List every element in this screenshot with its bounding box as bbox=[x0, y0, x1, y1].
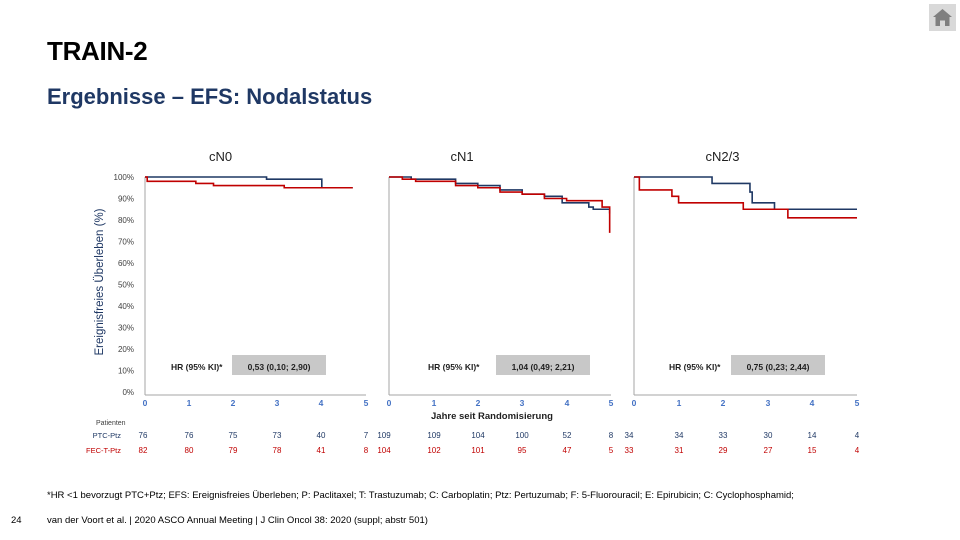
at-risk-value: 104 bbox=[377, 446, 391, 455]
at-risk-value: 34 bbox=[675, 431, 684, 440]
at-risk-value: 104 bbox=[471, 431, 485, 440]
x-tick-label: 3 bbox=[275, 398, 280, 408]
at-risk-value: 80 bbox=[185, 446, 194, 455]
at-risk-value: 8 bbox=[364, 446, 369, 455]
at-risk-value: 14 bbox=[808, 431, 817, 440]
x-tick-label: 5 bbox=[609, 398, 614, 408]
risk-row-label-ptc: PTC-Ptz bbox=[93, 431, 122, 440]
at-risk-value: 40 bbox=[317, 431, 326, 440]
at-risk-value: 41 bbox=[317, 446, 326, 455]
efs-chart-area: Ereignisfreies Überleben (%) 0% 10% 20% 30% 4… bbox=[86, 149, 860, 455]
x-tick-label: 5 bbox=[364, 398, 369, 408]
x-tick-label: 4 bbox=[565, 398, 570, 408]
x-tick-label: 1 bbox=[432, 398, 437, 408]
x-tick-label: 2 bbox=[476, 398, 481, 408]
at-risk-value: 7 bbox=[364, 431, 369, 440]
y-tick-label: 10% bbox=[118, 367, 134, 376]
x-tick-label: 0 bbox=[387, 398, 392, 408]
at-risk-value: 8 bbox=[609, 431, 614, 440]
x-tick-label: 0 bbox=[632, 398, 637, 408]
risk-table-header: Patienten bbox=[96, 420, 126, 427]
y-tick-label: 40% bbox=[118, 302, 134, 311]
at-risk-value: 4 bbox=[855, 431, 860, 440]
x-tick-label: 1 bbox=[677, 398, 682, 408]
x-tick-label: 0 bbox=[143, 398, 148, 408]
at-risk-value: 102 bbox=[427, 446, 441, 455]
at-risk-value: 33 bbox=[719, 431, 728, 440]
at-risk-value: 4 bbox=[855, 446, 860, 455]
at-risk-value: 5 bbox=[609, 446, 614, 455]
hr-value: 1,04 (0,49; 2,21) bbox=[512, 362, 575, 372]
page-number: 24 bbox=[11, 515, 22, 526]
hr-label: HR (95% KI)* bbox=[428, 362, 480, 372]
at-risk-value: 27 bbox=[764, 446, 773, 455]
series-line-fec-t-ptz bbox=[389, 176, 611, 233]
y-tick-label: 60% bbox=[118, 259, 134, 268]
y-tick-label: 80% bbox=[118, 216, 134, 225]
x-tick-label: 4 bbox=[810, 398, 815, 408]
y-tick-label: 100% bbox=[114, 173, 134, 182]
footnote: *HR <1 bevorzugt PTC+Ptz; EFS: Ereignisf… bbox=[47, 490, 794, 501]
y-tick-label: 70% bbox=[118, 238, 134, 247]
hr-value: 0,53 (0,10; 2,90) bbox=[248, 362, 311, 372]
at-risk-value: 76 bbox=[139, 431, 148, 440]
hr-label: HR (95% KI)* bbox=[171, 362, 223, 372]
at-risk-value: 76 bbox=[185, 431, 194, 440]
y-tick-label: 50% bbox=[118, 281, 134, 290]
y-tick-label: 90% bbox=[118, 195, 134, 204]
hr-box bbox=[232, 355, 326, 375]
at-risk-value: 101 bbox=[471, 446, 485, 455]
series-line-fec-t-ptz bbox=[634, 176, 857, 219]
home-button[interactable] bbox=[929, 4, 956, 31]
page-subtitle: Ergebnisse – EFS: Nodalstatus bbox=[47, 84, 373, 109]
panel-title: cN1 bbox=[450, 149, 473, 164]
x-tick-label: 3 bbox=[520, 398, 525, 408]
at-risk-value: 52 bbox=[563, 431, 572, 440]
y-tick-label: 30% bbox=[118, 324, 134, 333]
at-risk-value: 78 bbox=[273, 446, 282, 455]
at-risk-value: 75 bbox=[229, 431, 238, 440]
at-risk-value: 31 bbox=[675, 446, 684, 455]
x-tick-label: 4 bbox=[319, 398, 324, 408]
hr-label: HR (95% KI)* bbox=[669, 362, 721, 372]
reference: van der Voort et al. | 2020 ASCO Annual … bbox=[47, 515, 428, 526]
at-risk-value: 109 bbox=[377, 431, 391, 440]
series-line-fec-t-ptz bbox=[145, 176, 353, 189]
at-risk-value: 82 bbox=[139, 446, 148, 455]
at-risk-value: 100 bbox=[515, 431, 529, 440]
y-tick-label: 0% bbox=[122, 388, 134, 397]
x-tick-label: 2 bbox=[231, 398, 236, 408]
panel-title: cN2/3 bbox=[706, 149, 740, 164]
home-icon bbox=[933, 9, 952, 26]
at-risk-value: 109 bbox=[427, 431, 441, 440]
at-risk-value: 47 bbox=[563, 446, 572, 455]
at-risk-value: 30 bbox=[764, 431, 773, 440]
x-tick-label: 3 bbox=[766, 398, 771, 408]
at-risk-value: 33 bbox=[625, 446, 634, 455]
series-line-ptc-ptz bbox=[389, 176, 611, 214]
hr-value: 0,75 (0,23; 2,44) bbox=[747, 362, 810, 372]
risk-row-label-fec: FEC-T-Ptz bbox=[86, 446, 121, 455]
y-tick-label: 20% bbox=[118, 345, 134, 354]
panel-title: cN0 bbox=[209, 149, 232, 164]
hr-box bbox=[496, 355, 590, 375]
x-tick-label: 5 bbox=[855, 398, 860, 408]
at-risk-value: 15 bbox=[808, 446, 817, 455]
at-risk-value: 29 bbox=[719, 446, 728, 455]
series-line-ptc-ptz bbox=[634, 176, 857, 211]
at-risk-value: 95 bbox=[518, 446, 527, 455]
at-risk-value: 73 bbox=[273, 431, 282, 440]
hr-box bbox=[731, 355, 825, 375]
x-axis-title: Jahre seit Randomisierung bbox=[431, 411, 553, 422]
page-title: TRAIN-2 bbox=[47, 36, 148, 66]
x-tick-label: 1 bbox=[187, 398, 192, 408]
y-axis-title: Ereignisfreies Überleben (%) bbox=[94, 208, 106, 355]
at-risk-value: 34 bbox=[625, 431, 634, 440]
series-line-ptc-ptz bbox=[145, 176, 353, 189]
x-tick-label: 2 bbox=[721, 398, 726, 408]
at-risk-value: 79 bbox=[229, 446, 238, 455]
